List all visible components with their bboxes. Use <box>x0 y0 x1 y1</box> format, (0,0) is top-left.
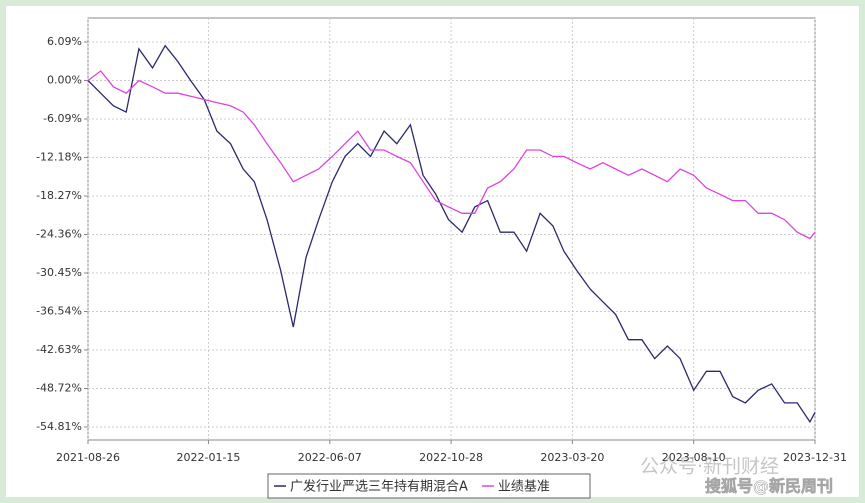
legend-box <box>267 473 591 499</box>
legend-label: 广发行业严选三年持有期混合A <box>290 479 468 495</box>
y-tick-label: -18.27% <box>36 189 82 202</box>
y-tick-label: -54.81% <box>36 420 82 433</box>
x-tick-label: 2023-12-31 <box>783 451 847 464</box>
legend-label: 业绩基准 <box>498 480 550 495</box>
y-tick-label: -36.54% <box>36 304 82 317</box>
y-tick-label: -24.36% <box>36 227 82 240</box>
panel <box>6 6 859 497</box>
y-tick-label: -12.18% <box>36 151 82 164</box>
x-tick-label: 2021-08-26 <box>56 451 120 464</box>
x-tick-label: 2023-08-10 <box>662 451 726 464</box>
series-line <box>87 44 816 424</box>
x-tick-label: 2022-10-28 <box>419 451 483 464</box>
y-tick-label: 0.00% <box>47 74 82 87</box>
x-tick-label: 2023-03-20 <box>540 451 604 464</box>
y-tick-label: 6.09% <box>47 35 82 48</box>
y-tick-label: -30.45% <box>36 266 82 279</box>
watermark: 搜狐号@新民周刊 <box>705 477 833 496</box>
y-tick-label: -6.09% <box>43 112 82 125</box>
x-tick-label: 2022-06-07 <box>298 451 362 464</box>
watermark: 公众号·新刊财经 <box>640 456 779 478</box>
x-tick-label: 2022-01-15 <box>176 451 240 464</box>
y-tick-label: -48.72% <box>36 381 82 394</box>
series-line <box>87 70 816 240</box>
y-tick-label: -42.63% <box>36 343 82 356</box>
